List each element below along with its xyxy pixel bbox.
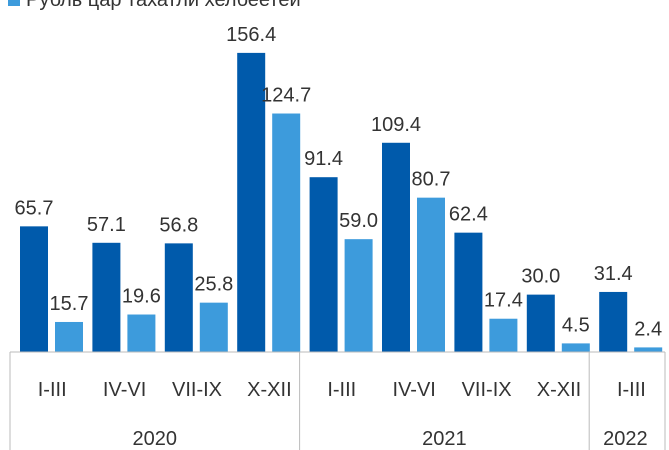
year-label: 2020 bbox=[133, 428, 178, 450]
bar bbox=[454, 232, 483, 352]
x-tick-label: X-XII bbox=[247, 379, 291, 401]
data-label: 91.4 bbox=[304, 148, 343, 170]
data-label: 15.7 bbox=[50, 293, 89, 315]
data-label: 80.7 bbox=[412, 169, 451, 191]
data-label: 57.1 bbox=[87, 214, 126, 236]
data-label: 31.4 bbox=[594, 263, 633, 285]
bar bbox=[634, 347, 663, 352]
x-tick-label: IV-VI bbox=[103, 379, 146, 401]
x-tick-label: I-III bbox=[617, 379, 646, 401]
data-label: 59.0 bbox=[339, 210, 378, 232]
data-label: 56.8 bbox=[159, 214, 198, 236]
data-label: 156.4 bbox=[226, 24, 276, 46]
data-label: 109.4 bbox=[371, 114, 421, 136]
data-label: 25.8 bbox=[194, 274, 233, 296]
data-label: 19.6 bbox=[122, 286, 161, 308]
bar bbox=[382, 142, 410, 352]
bar bbox=[127, 314, 156, 352]
x-tick-label: I-III bbox=[327, 379, 356, 401]
year-label: 2021 bbox=[422, 428, 467, 450]
data-label: 124.7 bbox=[261, 85, 311, 107]
data-label: 4.5 bbox=[562, 314, 590, 336]
x-tick-label: X-XII bbox=[537, 379, 581, 401]
bar bbox=[561, 343, 590, 352]
data-label: 65.7 bbox=[15, 197, 54, 219]
bar bbox=[344, 239, 373, 352]
bar bbox=[309, 177, 338, 352]
bar bbox=[199, 302, 228, 352]
bar bbox=[237, 52, 266, 352]
bar bbox=[20, 226, 48, 352]
year-label: 2022 bbox=[603, 428, 648, 450]
legend-label: Рубль цар тахатли хелбеетеи bbox=[26, 0, 301, 11]
data-label: 2.4 bbox=[634, 318, 662, 340]
bar bbox=[55, 321, 83, 352]
bar bbox=[489, 318, 518, 352]
bar bbox=[92, 242, 121, 352]
x-tick-label: I-III bbox=[38, 379, 67, 401]
bar bbox=[164, 243, 193, 352]
x-tick-label: VII-IX bbox=[172, 379, 222, 401]
bar bbox=[272, 113, 301, 352]
bar bbox=[417, 197, 445, 352]
data-label: 62.4 bbox=[449, 204, 488, 226]
data-label: 30.0 bbox=[521, 266, 560, 288]
bar bbox=[599, 291, 628, 352]
x-tick-label: VII-IX bbox=[462, 379, 512, 401]
legend-swatch bbox=[8, 0, 20, 6]
x-tick-label: IV-VI bbox=[393, 379, 436, 401]
data-label: 17.4 bbox=[484, 290, 523, 312]
bar bbox=[526, 294, 555, 352]
